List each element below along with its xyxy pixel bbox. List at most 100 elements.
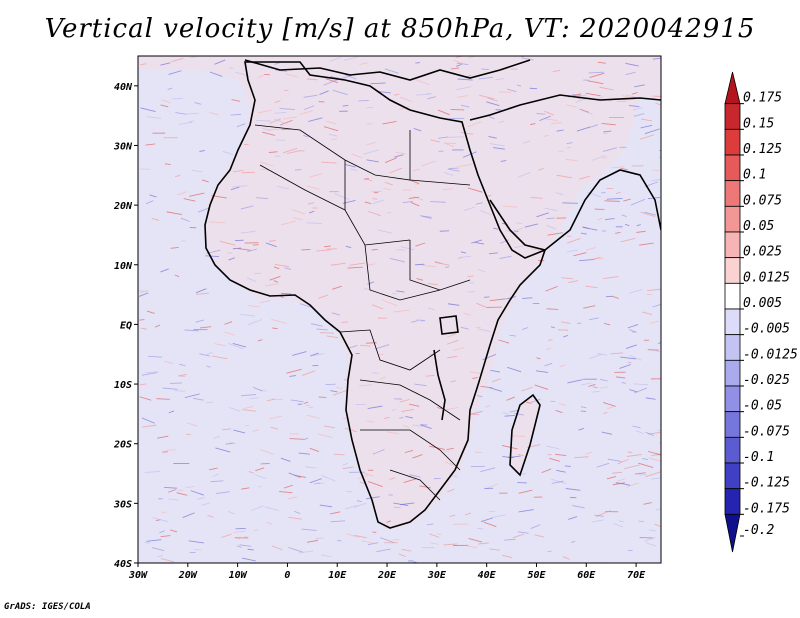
field-streak [578,427,585,431]
field-streak [201,179,209,183]
colorbar-swatch [724,334,741,361]
field-streak [404,450,414,454]
field-streak [316,249,331,252]
field-streak [364,201,372,205]
colorbar-label: -0.075 [743,424,790,439]
field-streak [212,473,219,477]
colorbar-swatch [724,462,741,490]
field-streak [306,78,318,81]
field-streak [240,394,257,397]
field-streak [353,502,367,508]
field-streak [351,153,362,159]
field-streak [200,326,212,329]
field-streak [386,431,399,435]
field-streak [613,522,624,528]
field-streak [521,327,529,330]
field-streak [415,62,420,64]
field-streak [178,121,193,125]
field-streak [530,123,536,126]
field-streak [434,261,450,266]
field-streak [376,548,391,553]
field-streak [252,386,263,392]
field-streak [636,224,641,227]
field-streak [255,467,265,472]
field-streak [236,123,246,128]
field-streak [645,542,657,547]
field-streak [530,398,541,403]
field-streak [199,149,205,152]
field-streak [171,57,184,63]
field-streak [456,95,468,98]
field-streak [487,97,498,102]
field-streak [437,406,443,410]
credit-text: GrADS: IGES/COLA [4,602,91,612]
field-streak [183,112,199,115]
field-streak [536,212,549,218]
field-streak [617,459,629,465]
field-streak [612,471,623,474]
field-streak [401,548,412,552]
field-streak [555,409,563,414]
field-streak [283,484,294,489]
colorbar-label: 0.125 [743,142,782,157]
field-streak [301,528,317,531]
field-streak [621,381,627,384]
field-streak [289,375,297,377]
field-streak [286,368,302,374]
field-streak [607,406,614,410]
field-streak [645,471,661,478]
field-streak [647,288,661,291]
field-streak [416,278,424,281]
field-streak [592,154,606,161]
field-streak [309,478,322,484]
field-streak [283,116,297,120]
field-streak [469,371,482,375]
field-streak [475,202,483,205]
field-streak [544,110,554,116]
field-streak [530,524,541,529]
field-streak [349,262,366,266]
field-streak [372,531,377,533]
field-streak [224,331,236,336]
field-streak [576,94,587,98]
field-streak [589,72,605,79]
field-streak [499,239,510,244]
field-streak [467,121,482,128]
colorbar-label: 0.025 [743,245,782,260]
field-streak [241,487,250,490]
field-streak [586,247,596,251]
field-streak [642,311,653,315]
field-streak [409,403,420,407]
field-streak [617,478,626,482]
field-streak [461,255,471,258]
field-streak [186,422,198,427]
field-streak [359,62,368,66]
field-streak [141,417,155,424]
field-streak [211,355,228,360]
field-streak [304,437,309,440]
field-streak [176,492,188,496]
field-streak [624,223,630,227]
field-streak [281,292,292,295]
field-streak [367,281,375,285]
field-streak [620,167,628,171]
field-streak [447,488,455,493]
field-streak [392,292,397,295]
field-streak [444,266,450,268]
madagascar-coastline [509,393,541,477]
field-streak [324,425,335,429]
field-streak [514,412,524,416]
field-streak [499,255,512,260]
field-streak [269,239,276,242]
field-streak [557,329,569,331]
field-streak [579,108,590,113]
field-streak [257,74,265,79]
country-borders [254,124,471,501]
field-streak [464,206,476,211]
field-streak [384,68,399,74]
field-streak [285,73,298,78]
field-streak [402,200,413,204]
field-streak [214,59,226,65]
field-streak [498,91,512,93]
field-streak [541,468,552,474]
